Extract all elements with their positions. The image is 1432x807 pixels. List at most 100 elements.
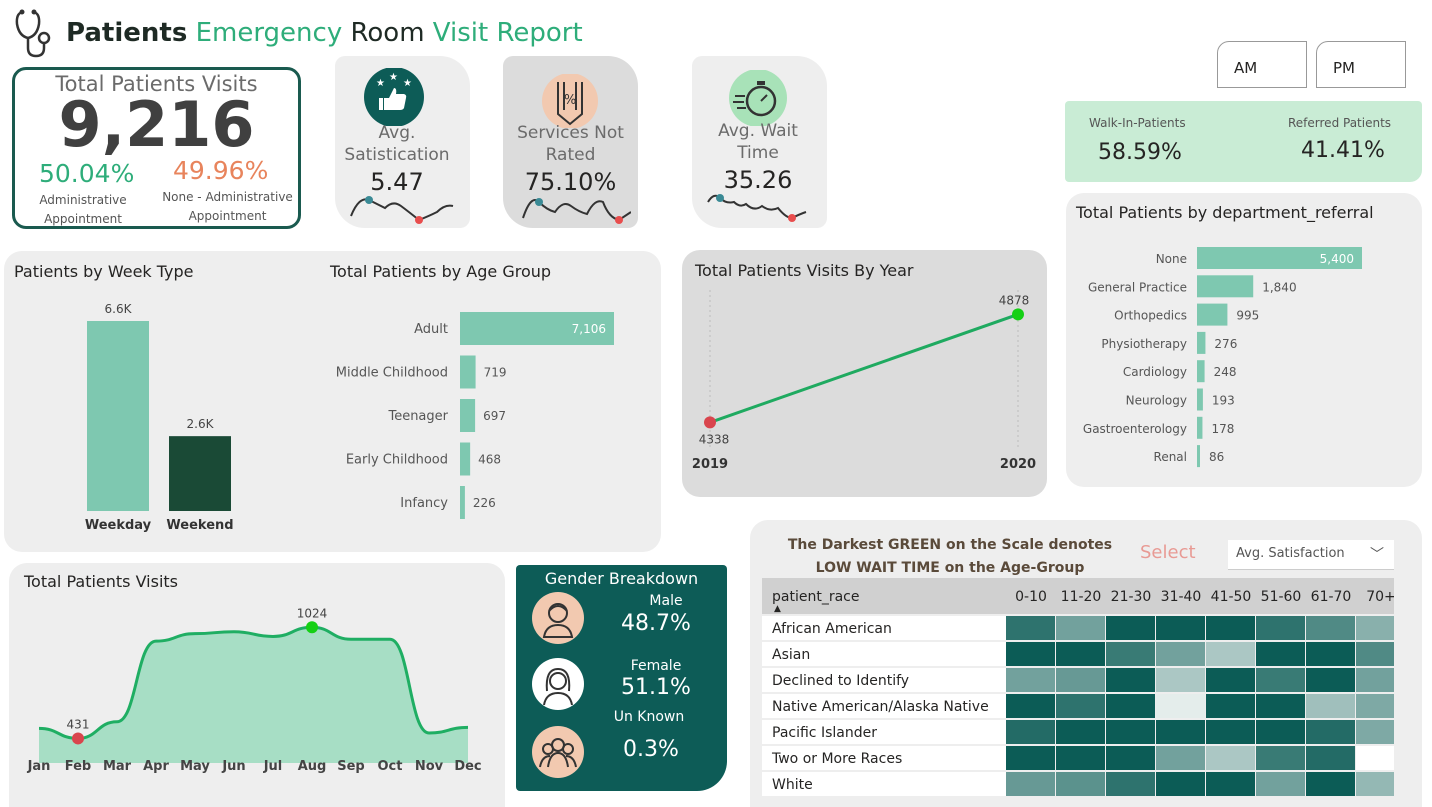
heatmap-col-5: 51-60 xyxy=(1261,589,1302,605)
heatmap-cell-0-0 xyxy=(1006,616,1055,640)
pm-button[interactable]: PM xyxy=(1316,41,1406,88)
heatmap-header-bg xyxy=(762,578,1394,614)
heatmap-cell-3-0 xyxy=(1006,694,1055,718)
heatmap-cell-5-0 xyxy=(1006,746,1055,770)
heatmap-col-2: 21-30 xyxy=(1111,589,1152,605)
heatmap-cell-2-7 xyxy=(1356,668,1394,692)
heatmap-cell-1-3 xyxy=(1156,642,1205,666)
heatmap-cell-3-7 xyxy=(1356,694,1394,718)
heatmap-cell-3-6 xyxy=(1306,694,1355,718)
by-year-card: Total Patients Visits By Year 4338 4878 20… xyxy=(682,250,1047,497)
heatmap-row-header: patient_race xyxy=(772,589,859,605)
dept-bar-3 xyxy=(1197,331,1206,354)
monthly-card: Total Patients Visits 431 1024 Jan Feb Mar Ap… xyxy=(9,563,505,807)
monthly-chart: 431 1024 Jan Feb Mar Apr May Jun Jul Aug Sep Oct Nov… xyxy=(27,606,482,774)
monthly-max-label: 1024 xyxy=(297,606,328,620)
dept-value-6: 178 xyxy=(1211,422,1234,436)
heatmap-cell-0-6 xyxy=(1306,616,1355,640)
satisfaction-title-line1: Avg. xyxy=(378,123,416,143)
am-button-label: AM xyxy=(1234,59,1258,77)
age-group-chart: Adult 7,106 Middle Childhood 719 Teenager 697… xyxy=(336,312,614,519)
dept-category-5: Neurology xyxy=(1126,394,1187,408)
heatmap-cell-3-4 xyxy=(1206,694,1255,718)
heatmap-cell-4-4 xyxy=(1206,720,1255,744)
age-value-2: 697 xyxy=(483,409,506,423)
heatmap-cell-2-1 xyxy=(1056,668,1105,692)
monthly-max-point xyxy=(306,621,318,634)
heatmap-cell-4-7 xyxy=(1356,720,1394,744)
heatmap-row-bg-2 xyxy=(762,668,1006,692)
chevron-down-icon[interactable]: ﹀ xyxy=(1370,547,1384,563)
year-point-0 xyxy=(704,416,716,429)
admin-label-line2: Appointment xyxy=(44,212,122,226)
stopwatch-icon xyxy=(729,70,787,126)
heatmap-cell-4-1 xyxy=(1056,720,1105,744)
heatmap-matrix: patient_race▲ 0-10 11-20 21-30 31-40 41-50 51-… xyxy=(762,578,1394,796)
age-category-1: Middle Childhood xyxy=(336,366,448,381)
heatmap-note: The Darkest GREEN on the Scale denotes L… xyxy=(770,534,1130,580)
dept-category-6: Gastroenterology xyxy=(1083,422,1187,436)
dept-value-1: 1,840 xyxy=(1262,280,1296,294)
admin-pct: 50.04% xyxy=(39,159,135,188)
year-tick-0: 2019 xyxy=(692,457,728,472)
year-line xyxy=(709,312,1019,424)
title-room: Room xyxy=(350,18,425,48)
monthly-title: Total Patients Visits xyxy=(24,572,179,591)
percent-badge-icon: % xyxy=(542,74,598,128)
dept-value-2: 995 xyxy=(1236,309,1259,323)
by-year-chart: 4338 4878 2019 2020 xyxy=(692,290,1036,472)
month-tick-6: Jul xyxy=(263,759,283,774)
dept-bar-0 xyxy=(1197,247,1362,269)
age-category-4: Infancy xyxy=(400,496,448,511)
nonadmin-label-line2: Appointment xyxy=(188,209,267,223)
heatmap-cell-2-0 xyxy=(1006,668,1055,692)
month-tick-11: Dec xyxy=(454,759,481,774)
not-rated-title: Services Not Rated xyxy=(503,122,638,166)
male-avatar-icon xyxy=(532,592,584,644)
month-tick-5: Jun xyxy=(221,759,245,774)
week-category-0: Weekday xyxy=(85,518,152,533)
dept-value-0: 5,400 xyxy=(1320,252,1354,266)
week-type-title: Patients by Week Type xyxy=(14,262,194,281)
heatmap-card: The Darkest GREEN on the Scale denotes L… xyxy=(750,520,1422,807)
heatmap-cell-6-4 xyxy=(1206,772,1255,796)
dept-value-3: 276 xyxy=(1214,337,1237,351)
svg-text:★: ★ xyxy=(376,78,385,89)
heatmap-cell-0-3 xyxy=(1156,616,1205,640)
am-button[interactable]: AM xyxy=(1217,41,1307,88)
heatmap-cell-4-2 xyxy=(1106,720,1155,744)
heatmap-cell-0-2 xyxy=(1106,616,1155,640)
heatmap-col-3: 31-40 xyxy=(1161,589,1202,605)
heatmap-cell-2-5 xyxy=(1256,668,1305,692)
heatmap-cell-6-5 xyxy=(1256,772,1305,796)
age-value-1: 719 xyxy=(484,366,507,380)
monthly-line xyxy=(38,625,469,740)
wait-time-card: Avg. Wait Time 35.26 xyxy=(692,56,827,228)
heatmap-row-bg-3 xyxy=(762,694,1006,718)
heatmap-row-bg-6 xyxy=(762,772,1006,796)
heatmap-cell-2-4 xyxy=(1206,668,1255,692)
heatmap-cell-0-1 xyxy=(1056,616,1105,640)
week-bar-label-0: 6.6K xyxy=(105,302,133,316)
heatmap-cell-1-0 xyxy=(1006,642,1055,666)
heatmap-row-bg-1 xyxy=(762,642,1006,666)
heatmap-cell-6-0 xyxy=(1006,772,1055,796)
monthly-min-label: 431 xyxy=(67,717,90,731)
heatmap-row-bg-0 xyxy=(762,616,1006,640)
by-year-title: Total Patients Visits By Year xyxy=(695,261,914,280)
age-category-2: Teenager xyxy=(387,409,448,424)
dept-category-7: Renal xyxy=(1154,450,1187,464)
metric-dropdown[interactable]: Avg. Satisfaction ﹀ xyxy=(1228,540,1394,570)
nonadmin-label-line1: None - Administrative xyxy=(162,190,293,204)
department-card: Total Patients by department_referral No… xyxy=(1066,193,1422,487)
heatmap-row-label-1: Asian xyxy=(772,647,810,663)
female-avatar-icon xyxy=(532,658,584,710)
monthly-area xyxy=(39,627,468,763)
week-category-1: Weekend xyxy=(166,518,233,533)
month-tick-10: Nov xyxy=(415,759,444,774)
dept-bar-1 xyxy=(1197,275,1254,298)
heatmap-row-label-0: African American xyxy=(772,621,892,637)
satisfaction-value: 5.47 xyxy=(370,168,424,196)
wait-time-title-line2: Time xyxy=(737,143,779,163)
heatmap-cell-6-2 xyxy=(1106,772,1155,796)
